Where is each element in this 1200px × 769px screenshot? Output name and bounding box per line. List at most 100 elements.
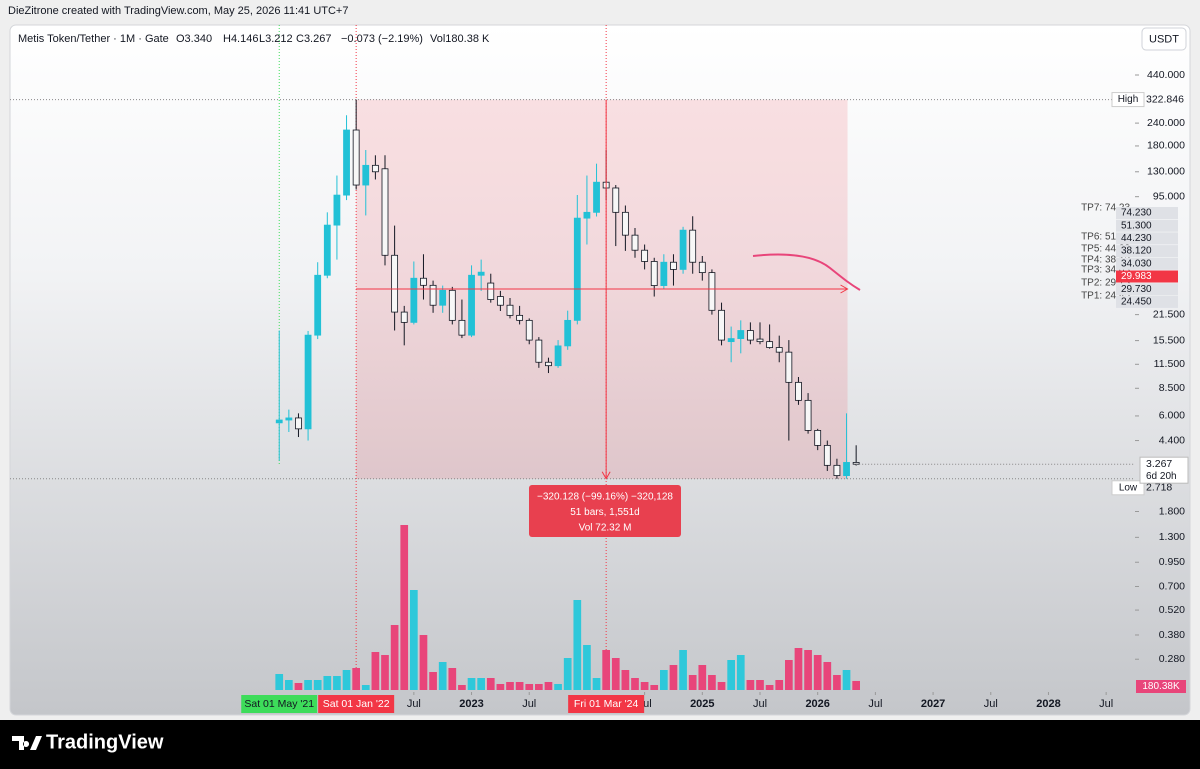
y-tick-label: 440.000 — [1147, 69, 1185, 81]
y-tick-label: 4.400 — [1159, 434, 1185, 446]
x-tick-label: 2026 — [805, 698, 829, 710]
credit: DieZitrone created with TradingView.com,… — [8, 5, 348, 17]
freehand-line — [752, 253, 861, 291]
volume-bar — [275, 674, 284, 690]
candle-body — [554, 345, 562, 367]
currency[interactable]: USDT — [1149, 33, 1179, 45]
candle-body — [670, 261, 677, 270]
volume-bar — [390, 625, 399, 690]
extreme-label: High — [1118, 94, 1139, 105]
volume-bar — [525, 684, 534, 690]
volume-bar — [592, 678, 601, 690]
volume-bar — [333, 676, 341, 690]
ohlc-open: O3.340 — [176, 33, 212, 45]
candle-body — [698, 261, 706, 274]
tp-label: TP1: 24.45 — [1081, 291, 1130, 302]
volume-bar — [361, 685, 370, 690]
candle-body — [535, 339, 543, 363]
y-tick-label: 0.520 — [1159, 604, 1185, 616]
tp-label: TP3: 34.03 — [1081, 265, 1130, 276]
price-tag — [1116, 219, 1178, 232]
tp-label: TP5: 44.23 — [1081, 244, 1130, 255]
price-tag-text: 74.230 — [1121, 208, 1152, 219]
candle-body — [343, 129, 350, 196]
volume-bar — [467, 678, 476, 690]
measure-text: Vol 72.32 M — [579, 523, 632, 534]
volume-tag-text: 180.38K — [1142, 681, 1180, 692]
volume-bar — [602, 650, 610, 690]
candle-body — [804, 399, 812, 431]
price-tag — [1116, 283, 1178, 296]
chart-panel — [9, 24, 1191, 716]
volume-bar — [669, 665, 678, 690]
price-tag-text: 51.300 — [1121, 220, 1152, 231]
volume-bar — [583, 645, 591, 690]
candle-body — [823, 444, 831, 466]
volume-bar — [785, 660, 793, 690]
measure-text: −320.128 (−99.16%) −320,128 — [537, 492, 673, 503]
candle-body — [400, 311, 408, 323]
volume-bar — [573, 600, 582, 690]
volume-bar — [804, 650, 812, 690]
y-tick-label: 0.700 — [1159, 580, 1185, 592]
x-tick-label: 2028 — [1036, 698, 1060, 710]
candle-body — [593, 181, 600, 213]
price-tag-text: 38.120 — [1121, 246, 1152, 257]
ohlc-low: L3.212 — [259, 33, 293, 45]
volume-bar — [285, 680, 293, 690]
date-marker — [318, 695, 395, 713]
candle-body — [737, 330, 745, 339]
ohlc-close: C3.267 — [296, 33, 331, 45]
candle-body — [689, 229, 697, 263]
candle-body — [506, 304, 514, 316]
candle-body — [333, 194, 341, 226]
volume-bar — [631, 678, 639, 690]
price-tag-text: 44.230 — [1121, 233, 1152, 244]
volume-bar — [563, 658, 572, 690]
volume-bar — [813, 655, 822, 690]
measure-box — [529, 485, 681, 537]
candle-body — [564, 319, 572, 347]
candle-body — [795, 381, 802, 401]
candle-body — [352, 129, 360, 186]
volume-bar — [717, 682, 726, 690]
volume-bar — [679, 650, 687, 690]
volume-bar — [496, 684, 505, 690]
y-tick-label: 1.300 — [1159, 531, 1185, 543]
volume-bar — [410, 590, 418, 690]
candle-body — [679, 229, 687, 270]
extreme-tag — [1111, 92, 1145, 108]
y-tick-label: 15.500 — [1153, 334, 1185, 346]
last-price-tag — [1139, 456, 1189, 484]
candle-body — [650, 261, 658, 286]
extreme-label: Low — [1119, 482, 1138, 493]
ohlc-high: H4.146 — [223, 33, 258, 45]
volume-bar — [765, 685, 774, 690]
y-tick-label: 1.800 — [1159, 505, 1185, 517]
tp-label: TP6: 51.30 — [1081, 232, 1130, 243]
volume-bar — [756, 680, 764, 690]
candle-body — [304, 334, 312, 430]
volume-bar — [842, 670, 851, 690]
candle-body — [362, 164, 370, 186]
volume-bar — [515, 682, 524, 690]
volume-bar — [313, 680, 322, 690]
candle-body — [833, 464, 841, 476]
y-tick-label: 0.950 — [1159, 556, 1185, 568]
volume-bar — [650, 685, 659, 690]
candle-body — [410, 277, 418, 323]
candle-body — [381, 168, 389, 256]
candle-body — [756, 338, 764, 343]
currency-button[interactable] — [1141, 27, 1187, 51]
candle-body — [612, 187, 620, 213]
volume-bar — [486, 678, 495, 690]
extreme-value: 322.846 — [1146, 93, 1184, 105]
arrow-head — [601, 471, 611, 480]
y-tick-label: 95.000 — [1153, 190, 1185, 202]
volume-bar — [775, 680, 784, 690]
footer-bar — [0, 720, 1200, 769]
price-tag-text: 29.730 — [1121, 284, 1152, 295]
price-tag — [1116, 257, 1178, 270]
y-tick-label: 6.000 — [1159, 410, 1185, 422]
price-tag-text: 24.450 — [1121, 297, 1152, 308]
